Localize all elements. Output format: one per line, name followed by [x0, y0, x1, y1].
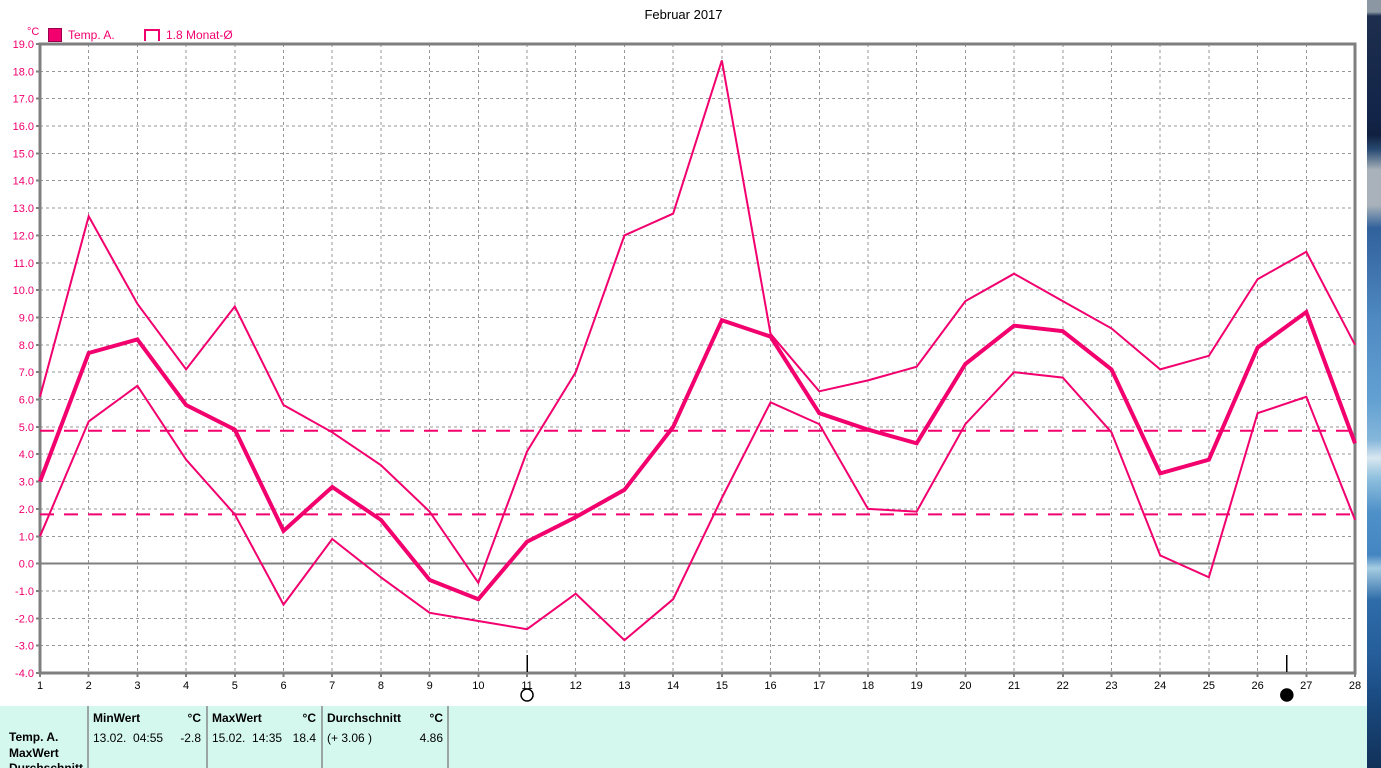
legend-label-temp-a: Temp. A. — [68, 28, 115, 42]
stats-minwert-unit: °C — [187, 711, 201, 725]
y-axis-tick-label: 2.0 — [19, 504, 34, 516]
stats-row-label-maxwert: MaxWert — [9, 746, 59, 760]
legend-item-monat-avg: 1.8 Monat-Ø — [144, 28, 233, 42]
x-axis-tick-label: 12 — [570, 680, 582, 692]
y-axis-tick-label: 13.0 — [13, 203, 34, 215]
y-axis-tick-label: 18.0 — [13, 66, 34, 78]
stats-maxwert-unit: °C — [302, 711, 316, 725]
x-axis-tick-label: 10 — [472, 680, 484, 692]
panel-separator — [447, 706, 449, 768]
y-axis-tick-label: 6.0 — [19, 395, 34, 407]
x-axis-tick-label: 11 — [521, 680, 532, 692]
temperature-line-chart: -4.0 -3.0 -2.0 -1.0 0.0 1.0 2.0 3.0 4.0 5.0 6.0 7.0… — [13, 39, 1361, 702]
y-axis-tick-label: 11.0 — [13, 258, 34, 270]
y-axis-tick-label: 9.0 — [19, 312, 34, 324]
series-line — [39, 60, 1356, 585]
x-axis-tick-label: 13 — [618, 680, 630, 692]
y-axis-tick-label: 16.0 — [13, 121, 34, 133]
x-axis-tick-label: 4 — [183, 680, 189, 692]
x-axis-tick-label: 5 — [232, 680, 238, 692]
panel-separator — [206, 706, 208, 768]
x-axis-tick-label: 28 — [1349, 680, 1361, 692]
y-axis-tick-label: 15.0 — [13, 148, 34, 160]
y-axis-tick-label: 3.0 — [19, 477, 34, 489]
y-axis-tick-label: -4.0 — [15, 668, 34, 680]
stats-column-minwert: MinWert °C 13.02. 04:55 -2.8 — [93, 706, 201, 768]
panel-separator — [87, 706, 89, 768]
stats-minwert-value: -2.8 — [180, 731, 201, 745]
stats-maxwert-header: MaxWert — [212, 711, 262, 725]
stats-minwert-header: MinWert — [93, 711, 141, 725]
legend-item-temp-a: Temp. A. — [48, 28, 115, 42]
x-axis-tick-label: 8 — [378, 680, 384, 692]
page-title: Februar 2017 — [644, 7, 723, 22]
background-window-edge[interactable] — [1367, 0, 1381, 768]
stats-row-label-temp-a: Temp. A. — [9, 730, 59, 744]
y-axis-tick-label: 8.0 — [19, 340, 34, 352]
y-axis-tick-label: 14.0 — [13, 176, 34, 188]
x-axis-tick-label: 23 — [1105, 680, 1117, 692]
x-axis-tick-label: 27 — [1300, 680, 1312, 692]
stats-maxwert-datetime: 15.02. 14:35 — [212, 731, 283, 745]
y-axis-tick-label: 10.0 — [13, 285, 34, 297]
y-axis-tick-label: 5.0 — [19, 422, 34, 434]
stats-durchschnitt-unit: °C — [429, 711, 443, 725]
x-axis-tick-label: 21 — [1008, 680, 1020, 692]
legend-label-monat-avg: 1.8 Monat-Ø — [166, 28, 233, 42]
x-axis-tick-label: 7 — [329, 680, 335, 692]
x-axis-tick-label: 15 — [716, 680, 728, 692]
stats-panel: Temp. A. MaxWert Durchschnitt MinWert °C… — [0, 706, 1367, 768]
stats-maxwert-value: 18.4 — [292, 731, 316, 745]
x-axis-tick-label: 6 — [280, 680, 286, 692]
stats-column-durchschnitt: Durchschnitt °C (+ 3.06 ) 4.86 — [327, 706, 443, 768]
x-axis-tick-label: 1 — [37, 680, 43, 692]
y-axis-unit-label: °C — [27, 26, 40, 38]
legend-swatch-open-icon — [144, 29, 160, 41]
panel-separator — [321, 706, 323, 768]
y-axis-tick-label: 4.0 — [19, 449, 34, 461]
x-axis-tick-label: 14 — [667, 680, 679, 692]
stats-row-label-durchschnitt: Durchschnitt — [9, 761, 84, 768]
full-moon-icon — [520, 688, 534, 702]
x-axis-tick-label: 24 — [1154, 680, 1166, 692]
y-axis-tick-label: 17.0 — [13, 94, 34, 106]
x-axis-tick-label: 25 — [1203, 680, 1215, 692]
x-axis-tick-label: 9 — [427, 680, 433, 692]
x-axis-tick-label: 17 — [813, 680, 825, 692]
x-axis-tick-label: 19 — [911, 680, 923, 692]
stats-column-maxwert: MaxWert °C 15.02. 14:35 18.4 — [212, 706, 316, 768]
x-axis-tick-label: 2 — [86, 680, 92, 692]
series-line — [38, 308, 1357, 602]
stats-durchschnitt-header: Durchschnitt — [327, 711, 402, 725]
stats-durchschnitt-value: 4.86 — [419, 731, 443, 745]
y-axis-tick-label: -2.0 — [15, 613, 34, 625]
y-axis-tick-label: 19.0 — [13, 39, 34, 51]
y-axis-tick-label: -3.0 — [15, 641, 34, 653]
stats-durchschnitt-offset: (+ 3.06 ) — [327, 731, 373, 745]
x-axis-tick-label: 20 — [959, 680, 971, 692]
legend-swatch-filled-icon — [48, 28, 62, 42]
x-axis-tick-label: 3 — [134, 680, 140, 692]
x-axis-tick-label: 22 — [1057, 680, 1069, 692]
plot-frame — [38, 42, 1357, 675]
y-axis-tick-label: 12.0 — [13, 230, 34, 242]
y-axis-tick-label: -1.0 — [15, 586, 34, 598]
x-axis-tick-label: 16 — [764, 680, 776, 692]
x-axis-tick-label: 18 — [862, 680, 874, 692]
y-axis-tick-label: 7.0 — [19, 367, 34, 379]
series-line — [39, 371, 1356, 642]
new-moon-icon — [1280, 688, 1294, 702]
y-axis-tick-label: 0.0 — [19, 559, 34, 571]
y-axis-tick-label: 1.0 — [19, 531, 34, 543]
x-axis-tick-label: 26 — [1251, 680, 1263, 692]
stats-minwert-datetime: 13.02. 04:55 — [93, 731, 164, 745]
